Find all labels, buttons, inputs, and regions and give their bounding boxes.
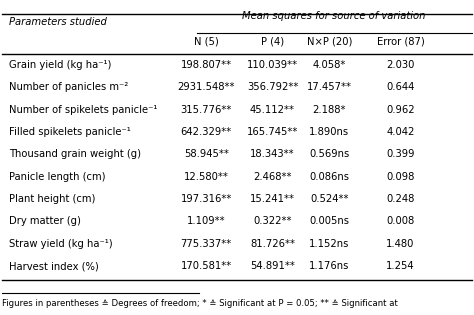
Text: 197.316**: 197.316**	[181, 194, 232, 204]
Text: 17.457**: 17.457**	[307, 82, 352, 92]
Text: 315.776**: 315.776**	[181, 105, 232, 115]
Text: N (5): N (5)	[194, 36, 219, 46]
Text: 642.329**: 642.329**	[181, 127, 232, 137]
Text: 165.745**: 165.745**	[247, 127, 298, 137]
Text: N×P (20): N×P (20)	[307, 36, 352, 46]
Text: Filled spikelets panicle⁻¹: Filled spikelets panicle⁻¹	[9, 127, 131, 137]
Text: 1.176ns: 1.176ns	[309, 261, 350, 271]
Text: 81.726**: 81.726**	[250, 239, 295, 249]
Text: 18.343**: 18.343**	[250, 149, 295, 159]
Text: 198.807**: 198.807**	[181, 60, 232, 70]
Text: 170.581**: 170.581**	[181, 261, 232, 271]
Text: Dry matter (g): Dry matter (g)	[9, 216, 82, 226]
Text: 0.086ns: 0.086ns	[310, 172, 349, 182]
Text: P (4): P (4)	[261, 36, 284, 46]
Text: 356.792**: 356.792**	[247, 82, 298, 92]
Text: Panicle length (cm): Panicle length (cm)	[9, 172, 106, 182]
Text: 775.337**: 775.337**	[181, 239, 232, 249]
Text: Number of panicles m⁻²: Number of panicles m⁻²	[9, 82, 129, 92]
Text: 0.008: 0.008	[386, 216, 415, 226]
Text: 12.580**: 12.580**	[184, 172, 228, 182]
Text: 0.962: 0.962	[386, 105, 415, 115]
Text: 4.042: 4.042	[386, 127, 415, 137]
Text: 0.644: 0.644	[386, 82, 415, 92]
Text: 45.112**: 45.112**	[250, 105, 295, 115]
Text: 2.030: 2.030	[386, 60, 415, 70]
Text: Plant height (cm): Plant height (cm)	[9, 194, 96, 204]
Text: 0.005ns: 0.005ns	[310, 216, 349, 226]
Text: 54.891**: 54.891**	[250, 261, 295, 271]
Text: 0.098: 0.098	[386, 172, 415, 182]
Text: 0.322**: 0.322**	[253, 216, 292, 226]
Text: 4.058*: 4.058*	[313, 60, 346, 70]
Text: 1.890ns: 1.890ns	[310, 127, 349, 137]
Text: Mean squares for source of variation: Mean squares for source of variation	[242, 11, 426, 21]
Text: Error (87): Error (87)	[377, 36, 424, 46]
Text: Number of spikelets panicle⁻¹: Number of spikelets panicle⁻¹	[9, 105, 158, 115]
Text: 2931.548**: 2931.548**	[177, 82, 235, 92]
Text: 2.188*: 2.188*	[313, 105, 346, 115]
Text: 0.524**: 0.524**	[310, 194, 349, 204]
Text: 1.152ns: 1.152ns	[309, 239, 350, 249]
Text: Parameters studied: Parameters studied	[9, 17, 107, 27]
Text: Thousand grain weight (g): Thousand grain weight (g)	[9, 149, 141, 159]
Text: 0.399: 0.399	[386, 149, 415, 159]
Text: Harvest index (%): Harvest index (%)	[9, 261, 99, 271]
Text: 0.569ns: 0.569ns	[310, 149, 349, 159]
Text: 1.109**: 1.109**	[187, 216, 226, 226]
Text: 2.468**: 2.468**	[253, 172, 292, 182]
Text: 1.254: 1.254	[386, 261, 415, 271]
Text: Figures in parentheses ≙ Degrees of freedom; * ≙ Significant at P = 0.05; ** ≙ S: Figures in parentheses ≙ Degrees of free…	[2, 299, 398, 308]
Text: Grain yield (kg ha⁻¹): Grain yield (kg ha⁻¹)	[9, 60, 112, 70]
Text: Straw yield (kg ha⁻¹): Straw yield (kg ha⁻¹)	[9, 239, 113, 249]
Text: 15.241**: 15.241**	[250, 194, 295, 204]
Text: 0.248: 0.248	[386, 194, 415, 204]
Text: 1.480: 1.480	[386, 239, 415, 249]
Text: 58.945**: 58.945**	[184, 149, 228, 159]
Text: 110.039**: 110.039**	[247, 60, 298, 70]
